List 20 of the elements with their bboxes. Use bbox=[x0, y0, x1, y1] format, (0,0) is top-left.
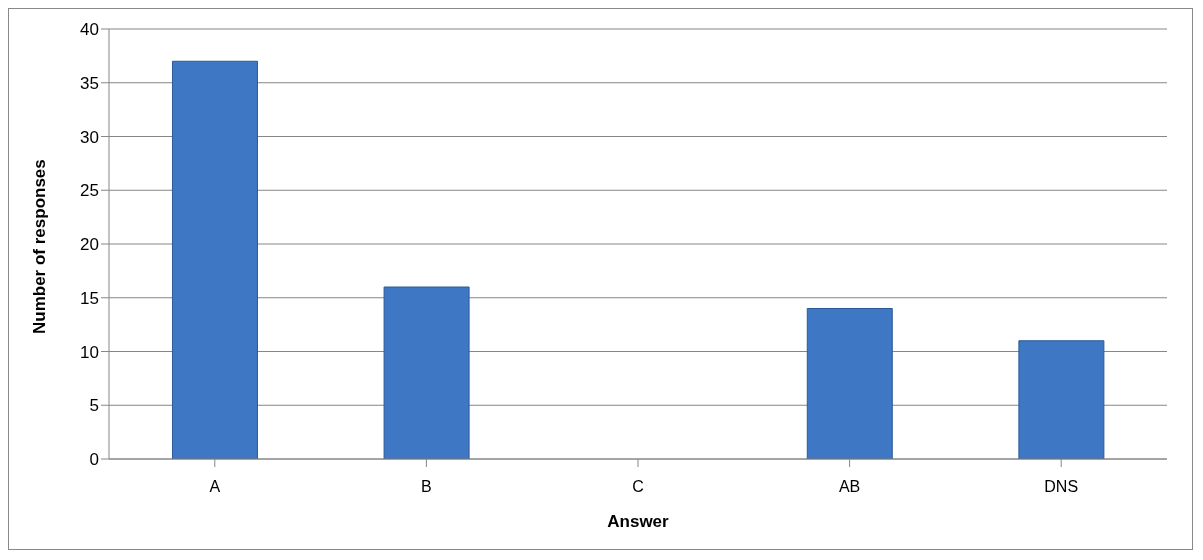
x-tick-label: AB bbox=[838, 478, 861, 496]
y-tick-label: 5 bbox=[89, 396, 99, 416]
y-tick-label: 25 bbox=[80, 181, 99, 201]
x-tick-label: B bbox=[421, 478, 432, 496]
x-tick-label: A bbox=[209, 478, 221, 496]
y-tick-label: 10 bbox=[80, 342, 99, 362]
bar bbox=[383, 286, 470, 459]
x-tick-label: DNS bbox=[1044, 478, 1079, 496]
x-axis-title: Answer bbox=[607, 512, 670, 531]
bar bbox=[806, 308, 893, 459]
bar bbox=[1018, 340, 1105, 459]
y-tick-label: 30 bbox=[80, 127, 99, 147]
y-tick-label: 0 bbox=[89, 450, 99, 470]
y-tick-label: 15 bbox=[80, 288, 99, 308]
bar bbox=[171, 60, 258, 459]
y-tick-label: 35 bbox=[80, 73, 99, 93]
y-tick-label: 40 bbox=[80, 20, 99, 40]
x-tick-label: C bbox=[632, 478, 644, 496]
y-axis-title: Number of responses bbox=[30, 159, 50, 334]
y-tick-label: 20 bbox=[80, 235, 99, 255]
